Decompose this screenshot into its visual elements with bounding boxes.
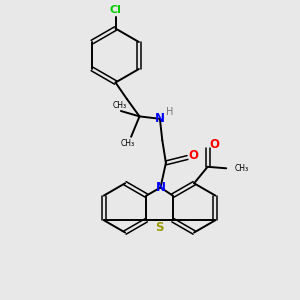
Text: CH₃: CH₃ xyxy=(235,164,249,173)
Text: CH₃: CH₃ xyxy=(120,139,135,148)
Text: S: S xyxy=(155,221,164,234)
Text: O: O xyxy=(188,148,198,162)
Text: N: N xyxy=(155,112,165,125)
Text: Cl: Cl xyxy=(110,5,122,15)
Text: H: H xyxy=(166,107,173,117)
Text: N: N xyxy=(156,181,166,194)
Text: CH₃: CH₃ xyxy=(112,101,127,110)
Text: O: O xyxy=(209,138,219,151)
